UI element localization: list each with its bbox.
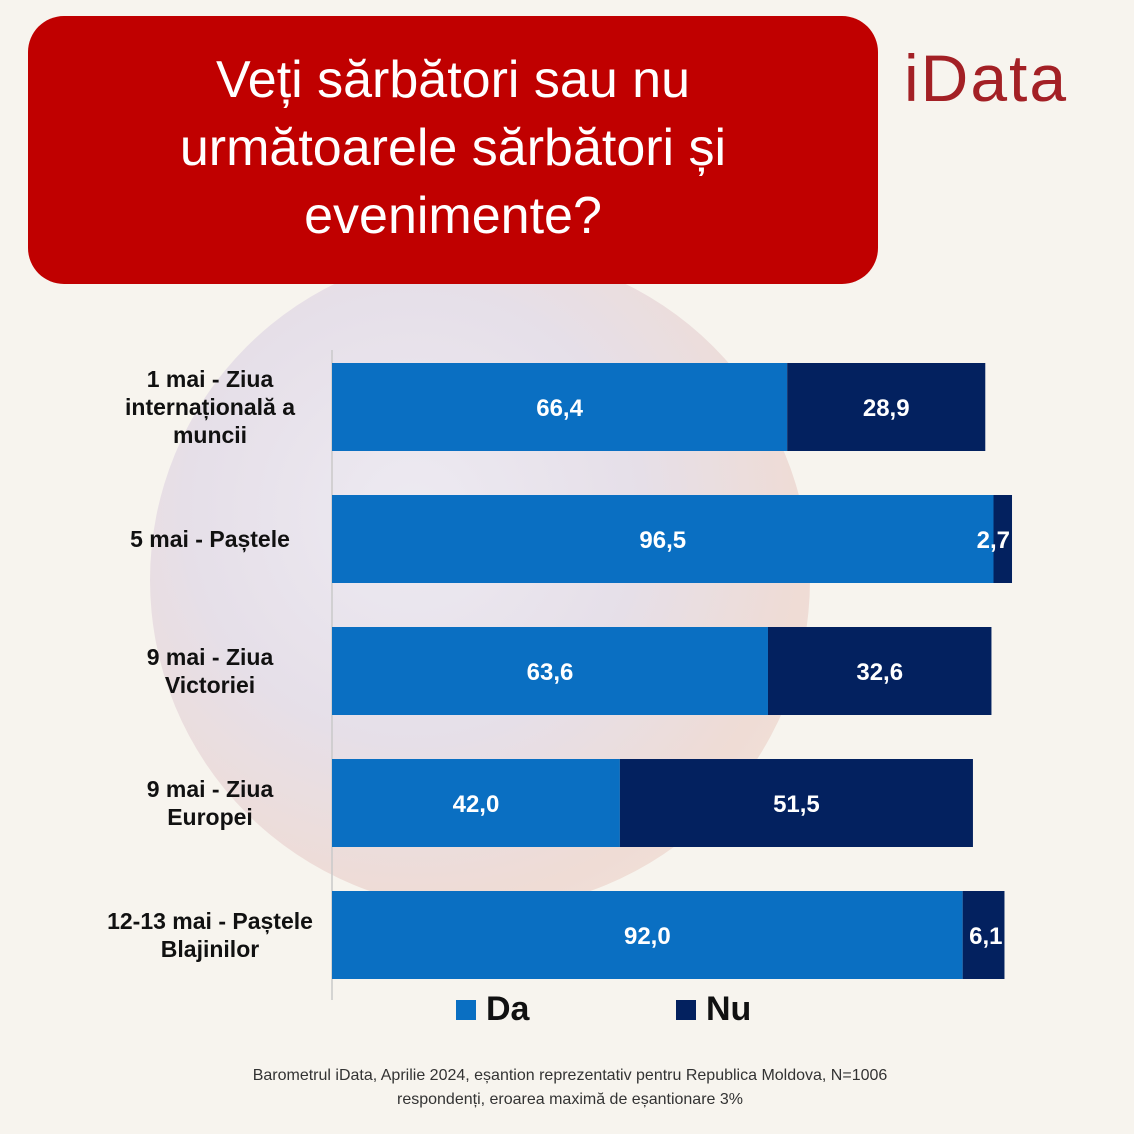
legend-swatch-da xyxy=(456,999,476,1020)
data-label-da: 92,0 xyxy=(624,923,671,950)
bar-nu xyxy=(619,759,973,847)
footnote-line-1: Barometrul iData, Aprilie 2024, eșantion… xyxy=(252,1067,888,1084)
legend-label-nu: Nu xyxy=(706,990,752,1028)
category-label: 12-13 mai - Paștele Blajinilor xyxy=(107,908,313,962)
bar-nu xyxy=(767,627,992,715)
bar-da xyxy=(332,759,620,847)
data-label-nu: 51,5 xyxy=(773,791,820,818)
legend-label-da: Da xyxy=(486,990,530,1028)
category-label: 9 mai - Ziua Europei xyxy=(147,776,274,830)
footnote: Barometrul iData, Aprilie 2024, eșantion… xyxy=(120,1064,1020,1112)
footnote-line-2: respondenți, eroarea maximă de eșantiona… xyxy=(397,1091,743,1108)
page-title: Veți sărbători sau nu următoarele sărbăt… xyxy=(179,51,727,245)
legend-item-da: Da xyxy=(456,990,529,1029)
category-label: 9 mai - Ziua Victoriei xyxy=(147,644,274,698)
data-label-da: 63,6 xyxy=(527,659,574,686)
legend-swatch-nu xyxy=(676,999,696,1020)
data-label-da: 96,5 xyxy=(639,527,686,554)
legend-item-nu: Nu xyxy=(676,990,751,1029)
bar-da xyxy=(332,627,768,715)
brand-logo: iData xyxy=(904,41,1069,115)
data-label-nu: 28,9 xyxy=(863,395,910,422)
data-label-nu: 2,7 xyxy=(977,527,1010,554)
category-label: 5 mai - Paștele xyxy=(130,526,290,553)
bar-nu xyxy=(787,363,986,451)
bar-da xyxy=(332,363,788,451)
title-banner: Veți sărbători sau nu următoarele sărbăt… xyxy=(28,16,878,284)
data-label-da: 42,0 xyxy=(453,791,500,818)
bar-da xyxy=(332,891,963,979)
category-label: 1 mai - Ziua internațională a muncii xyxy=(125,366,295,448)
bar-nu xyxy=(993,495,1013,583)
data-label-nu: 6,1 xyxy=(969,923,1002,950)
data-label-nu: 32,6 xyxy=(856,659,903,686)
data-label-da: 66,4 xyxy=(536,395,583,422)
bar-nu xyxy=(962,891,1005,979)
bar-da xyxy=(332,495,994,583)
